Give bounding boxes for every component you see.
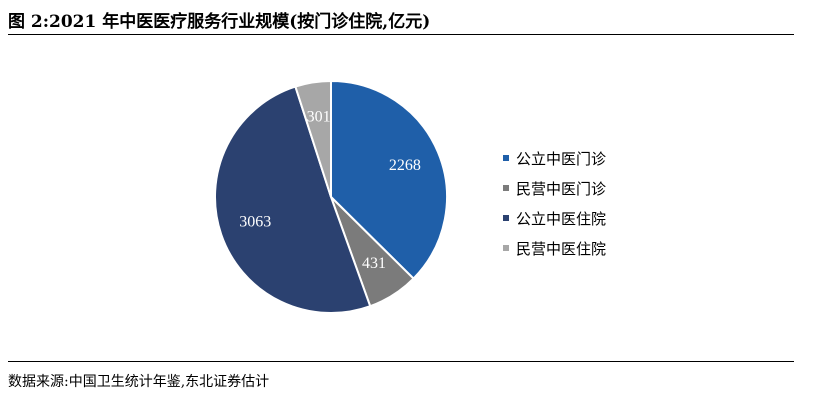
legend-label-private-inpatient: 民营中医住院 bbox=[516, 239, 607, 258]
pie-slice-public-inpatient bbox=[214, 85, 372, 314]
legend-swatch-private-inpatient bbox=[503, 245, 509, 251]
slice-value-label-private-outpatient: 431 bbox=[362, 255, 386, 272]
source-divider bbox=[8, 361, 794, 362]
chart-legend: 公立中医门诊 民营中医门诊 公立中医住院 民营中医住院 bbox=[503, 143, 606, 263]
legend-item-public-outpatient: 公立中医门诊 bbox=[503, 143, 606, 173]
figure-title: 图 2:2021 年中医医疗服务行业规模(按门诊住院,亿元) bbox=[8, 12, 431, 32]
legend-item-private-inpatient: 民营中医住院 bbox=[503, 233, 606, 263]
legend-swatch-private-outpatient bbox=[503, 185, 509, 191]
slice-value-label-public-outpatient: 2268 bbox=[389, 157, 421, 174]
pie-slices bbox=[214, 79, 448, 314]
legend-label-private-outpatient: 民营中医门诊 bbox=[516, 179, 607, 198]
legend-item-public-inpatient: 公立中医住院 bbox=[503, 203, 606, 233]
legend-label-public-outpatient: 公立中医门诊 bbox=[516, 149, 607, 168]
legend-label-public-inpatient: 公立中医住院 bbox=[516, 209, 607, 228]
pie-slice-public-outpatient bbox=[330, 79, 448, 280]
legend-swatch-public-inpatient bbox=[503, 215, 509, 221]
legend-swatch-public-outpatient bbox=[503, 155, 509, 161]
title-divider bbox=[8, 34, 794, 35]
slice-value-label-public-inpatient: 3063 bbox=[239, 213, 271, 230]
pie-slice-private-inpatient bbox=[294, 79, 332, 198]
pie-slice-labels: 2268 431 3063 301 bbox=[239, 109, 421, 272]
slice-value-label-private-inpatient: 301 bbox=[307, 109, 331, 126]
data-source-note: 数据来源:中国卫生统计年鉴,东北证券估计 bbox=[8, 374, 270, 390]
legend-item-private-outpatient: 民营中医门诊 bbox=[503, 173, 606, 203]
